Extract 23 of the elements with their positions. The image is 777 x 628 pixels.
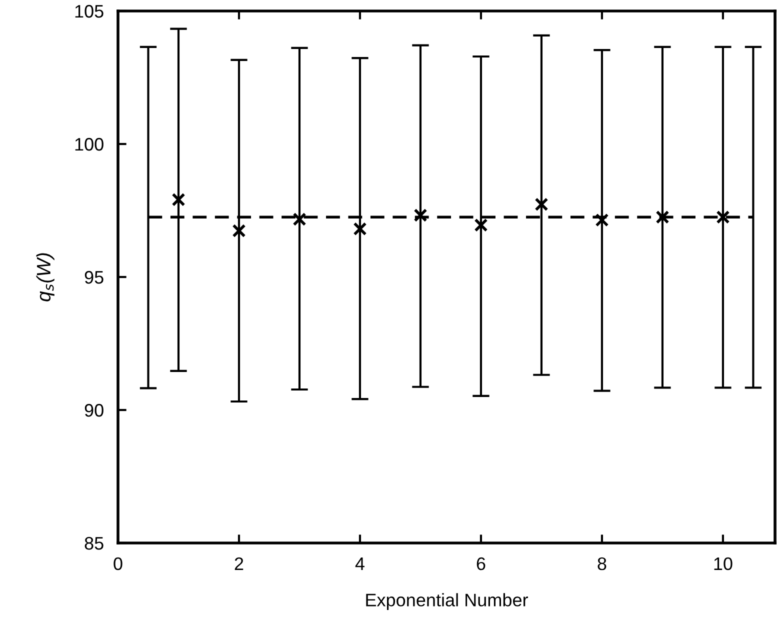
- point: [232, 224, 246, 238]
- x-tick-label: 6: [476, 557, 486, 570]
- x-tick-label: 4: [355, 558, 364, 570]
- y-tick-label: 90: [84, 404, 104, 417]
- point: [534, 198, 548, 212]
- x-tick-label: 10: [714, 557, 732, 570]
- y-tick-label: 100: [75, 138, 104, 151]
- point: [716, 210, 730, 224]
- point: [474, 218, 488, 232]
- x-axis-title: Exponential Number: [366, 593, 528, 610]
- point: [353, 222, 367, 236]
- y-tick-label: 85: [84, 536, 104, 550]
- x-tick-label: 2: [234, 557, 244, 570]
- point: [656, 210, 670, 224]
- point: [172, 192, 186, 206]
- point: [414, 208, 428, 222]
- point: [595, 213, 609, 227]
- y-axis-title: q$_{s}$(W): [36, 253, 54, 302]
- point: [292, 212, 306, 226]
- y-tick-label: 105: [75, 4, 104, 18]
- x-tick-label: 8: [598, 557, 606, 570]
- y-tick-label: 95: [84, 270, 104, 284]
- x-tick-label: 0: [114, 557, 122, 570]
